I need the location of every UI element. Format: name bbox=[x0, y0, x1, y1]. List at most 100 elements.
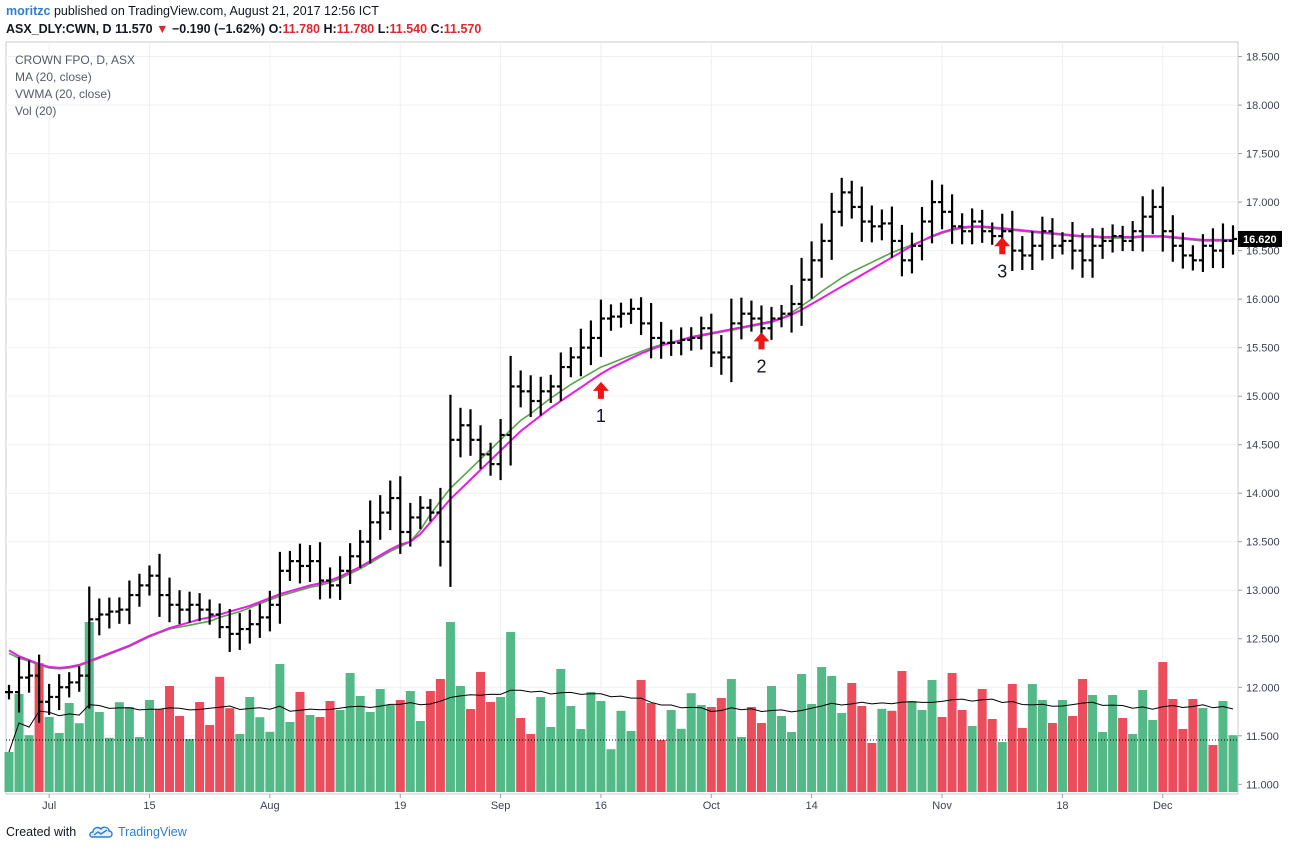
ohlc-bar bbox=[1108, 224, 1117, 253]
volume-bar bbox=[997, 742, 1007, 792]
volume-bar bbox=[486, 702, 496, 792]
ohlc-bar bbox=[5, 684, 13, 700]
ohlc-bar bbox=[1229, 225, 1237, 255]
ohlc-bar bbox=[857, 186, 866, 242]
volume-bar bbox=[686, 693, 696, 792]
volume-bar bbox=[1007, 684, 1017, 792]
ohlc-bar bbox=[115, 597, 124, 624]
ohlc-bar bbox=[948, 194, 957, 244]
volume-bar bbox=[34, 663, 44, 792]
volume-bar bbox=[1057, 700, 1067, 792]
ohlc-bar bbox=[155, 553, 164, 617]
x-tick-label: Jul bbox=[42, 800, 56, 812]
y-tick-label: 16.500 bbox=[1246, 246, 1280, 258]
ohlc-bar bbox=[1178, 232, 1187, 269]
ohlc-bar bbox=[817, 223, 826, 278]
volume-bar bbox=[1128, 734, 1138, 792]
price-chart[interactable]: 1 2 3 18.500 18.000 17.500 17.000 16.500 16.000… bbox=[0, 40, 1289, 818]
ohlc-bar bbox=[466, 409, 475, 456]
legend-vwma: VWMA (20, close) bbox=[15, 87, 111, 101]
y-tick-label: 15.500 bbox=[1246, 343, 1280, 355]
volume-bar bbox=[1198, 708, 1208, 792]
volume-ma-line bbox=[6, 689, 1238, 753]
ohlc-bar bbox=[687, 327, 696, 351]
volume-bar bbox=[1218, 701, 1228, 792]
tradingview-brand-link[interactable]: TradingView bbox=[118, 825, 187, 839]
volume-bar bbox=[225, 708, 235, 792]
x-tick-label: 16 bbox=[595, 800, 607, 812]
annotation-label: 3 bbox=[997, 261, 1007, 281]
volume-bar bbox=[516, 718, 526, 792]
volume-bar bbox=[466, 709, 476, 792]
ohlc-bar bbox=[386, 480, 395, 531]
volume-bar bbox=[847, 683, 857, 792]
volume-bar bbox=[1208, 745, 1218, 792]
last-price-label-bg bbox=[1238, 230, 1282, 247]
volume-bar bbox=[556, 669, 566, 792]
volume-bar bbox=[756, 723, 766, 792]
footer: Created with TradingView bbox=[0, 818, 1289, 849]
y-tick-label: 15.000 bbox=[1246, 391, 1280, 403]
volume-bar bbox=[857, 706, 867, 792]
close-label: C: bbox=[430, 22, 444, 36]
volume-bar bbox=[606, 749, 616, 792]
y-tick-label: 13.000 bbox=[1246, 585, 1280, 597]
volume-bar bbox=[205, 725, 215, 792]
volume-bar bbox=[355, 696, 365, 792]
vwma-20-line bbox=[8, 225, 1233, 669]
ohlc-bar bbox=[1048, 218, 1057, 259]
time-axis[interactable]: Jul 15 Aug 19 Sep 16 Oct 14 Nov 18 Dec bbox=[42, 794, 1173, 812]
ohlc-bar bbox=[366, 500, 375, 564]
ohlc-bar bbox=[1068, 221, 1077, 270]
volume-bar bbox=[867, 743, 877, 792]
y-tick-label: 12.500 bbox=[1246, 634, 1280, 646]
ohlc-bar bbox=[1148, 189, 1157, 235]
ohlc-bar bbox=[426, 499, 435, 522]
ohlc-bar bbox=[1008, 210, 1017, 271]
publish-info: published on TradingView.com, August 21,… bbox=[53, 4, 379, 18]
ohlc-bar bbox=[275, 551, 284, 624]
ohlc-bar bbox=[75, 666, 84, 692]
ohlc-bar bbox=[496, 418, 505, 481]
ohlc-bar bbox=[205, 599, 214, 625]
ohlc-bar bbox=[225, 609, 234, 652]
volume-bar bbox=[255, 717, 265, 792]
chart-header: moritzc published on TradingView.com, Au… bbox=[0, 0, 1289, 40]
volume-bar bbox=[817, 667, 827, 792]
volume-bar bbox=[154, 709, 164, 792]
ohlc-bars bbox=[5, 177, 1237, 723]
y-tick-label: 18.500 bbox=[1246, 52, 1280, 64]
volume-bar bbox=[696, 705, 706, 792]
ohlc-bar bbox=[1168, 215, 1177, 262]
ohlc-bar bbox=[1188, 245, 1197, 271]
volume-bar bbox=[1047, 723, 1057, 792]
volume-bar bbox=[807, 704, 817, 792]
ohlc-bar bbox=[486, 442, 495, 476]
volume-bar bbox=[325, 701, 335, 792]
ohlc-bar bbox=[1028, 231, 1037, 271]
author-link[interactable]: moritzc bbox=[6, 4, 51, 18]
volume-bar bbox=[455, 686, 465, 792]
volume-bar bbox=[44, 717, 54, 792]
ohlc-bar bbox=[145, 565, 154, 596]
annotation-2: 2 bbox=[753, 332, 770, 376]
ohlc-bar bbox=[85, 586, 94, 709]
volume-bar bbox=[666, 710, 676, 792]
ohlc-bar bbox=[566, 347, 575, 378]
ohlc-bar bbox=[456, 407, 465, 458]
ohlc-bar bbox=[938, 184, 947, 230]
volume-bar bbox=[716, 698, 726, 792]
ohlc-bar bbox=[667, 329, 676, 356]
volume-bars bbox=[4, 622, 1238, 792]
ohlc-bar bbox=[697, 316, 706, 350]
volume-bar bbox=[496, 697, 506, 792]
volume-bar bbox=[185, 739, 195, 792]
ohlc-bar bbox=[606, 304, 615, 331]
price-axis[interactable]: 18.500 18.000 17.500 17.000 16.500 16.000 15.5… bbox=[1238, 52, 1282, 792]
ohlc-bar bbox=[285, 550, 294, 582]
volume-bar bbox=[726, 679, 736, 792]
volume-bar bbox=[144, 700, 154, 792]
legend-title: CROWN FPO, D, ASX bbox=[15, 53, 135, 67]
volume-bar bbox=[124, 707, 134, 792]
volume-bar bbox=[435, 679, 445, 792]
